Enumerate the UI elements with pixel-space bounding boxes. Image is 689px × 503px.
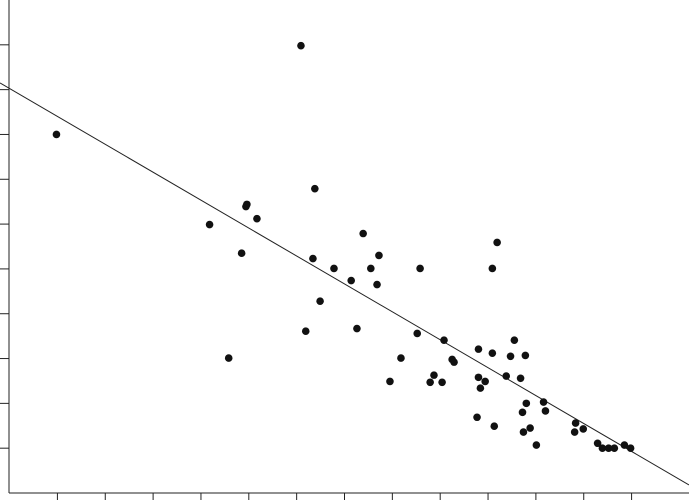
point	[353, 324, 361, 333]
point	[243, 200, 251, 209]
point	[316, 297, 324, 305]
point	[518, 408, 527, 417]
point	[519, 428, 528, 436]
point	[397, 354, 405, 362]
point	[579, 425, 588, 433]
point	[297, 41, 305, 50]
point	[253, 214, 261, 223]
point	[237, 249, 246, 258]
point	[539, 398, 548, 406]
point	[375, 251, 383, 260]
point	[347, 276, 355, 285]
point	[620, 441, 629, 449]
point	[474, 345, 483, 353]
point	[532, 441, 541, 449]
point	[488, 264, 497, 273]
point	[224, 354, 233, 362]
point	[521, 351, 530, 360]
point	[570, 428, 579, 436]
point	[309, 254, 317, 263]
point	[413, 329, 422, 338]
point	[450, 358, 458, 366]
point	[571, 419, 580, 427]
point	[510, 336, 519, 344]
point	[490, 422, 499, 431]
point	[386, 377, 394, 386]
point	[604, 444, 613, 452]
point	[440, 336, 448, 344]
point	[367, 264, 375, 273]
trendline	[0, 82, 689, 486]
point	[301, 327, 310, 336]
point	[522, 399, 531, 408]
point	[526, 424, 534, 432]
point	[626, 444, 635, 452]
point	[52, 130, 61, 139]
point	[488, 349, 497, 357]
point	[430, 371, 438, 379]
point	[610, 444, 619, 452]
point	[598, 444, 607, 452]
point	[481, 377, 489, 386]
point	[205, 220, 214, 229]
point	[476, 384, 485, 392]
point	[416, 264, 424, 273]
point	[506, 352, 515, 361]
point	[359, 229, 367, 238]
point	[516, 374, 525, 383]
point	[311, 184, 319, 193]
point	[474, 373, 483, 382]
point	[330, 264, 338, 273]
point	[426, 378, 434, 387]
point	[473, 413, 481, 422]
point	[438, 378, 446, 387]
point	[593, 439, 602, 448]
point	[493, 238, 501, 247]
point	[373, 280, 381, 289]
point	[541, 407, 550, 415]
point	[502, 372, 511, 380]
